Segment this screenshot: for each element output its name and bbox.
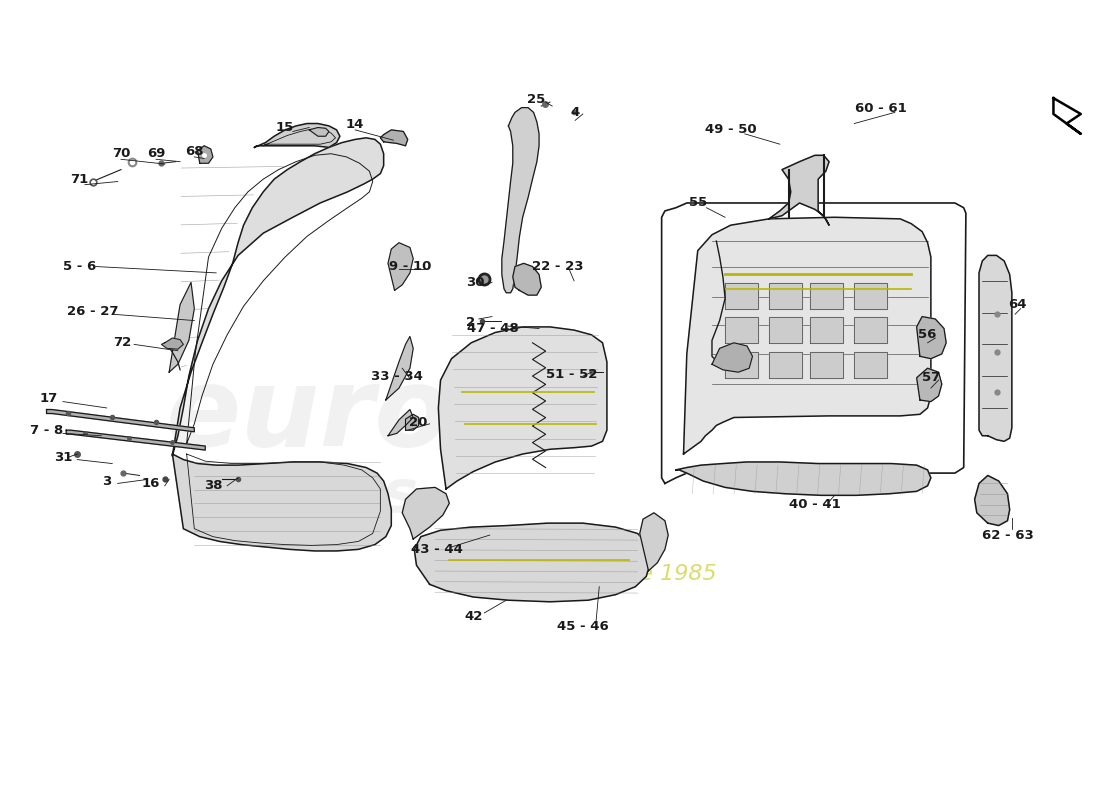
Text: 70: 70 <box>112 147 130 160</box>
Text: 30: 30 <box>466 276 485 289</box>
Polygon shape <box>769 283 802 309</box>
Polygon shape <box>769 318 802 342</box>
Text: spares: spares <box>200 467 419 524</box>
Text: 49 - 50: 49 - 50 <box>705 123 757 136</box>
Polygon shape <box>675 462 931 495</box>
Text: 14: 14 <box>346 118 364 131</box>
Polygon shape <box>769 352 802 378</box>
Text: 51 - 52: 51 - 52 <box>547 368 597 381</box>
Text: 4: 4 <box>571 106 580 119</box>
Polygon shape <box>502 108 539 293</box>
Polygon shape <box>388 242 414 290</box>
Text: 43 - 44: 43 - 44 <box>411 543 463 556</box>
Polygon shape <box>640 513 668 571</box>
Polygon shape <box>173 454 392 551</box>
Polygon shape <box>388 410 414 436</box>
Polygon shape <box>66 430 206 450</box>
Polygon shape <box>725 352 758 378</box>
Polygon shape <box>916 317 946 358</box>
Text: 69: 69 <box>146 147 165 160</box>
Polygon shape <box>725 283 758 309</box>
Text: a passion
for parts since 1985: a passion for parts since 1985 <box>493 542 716 585</box>
Text: 60 - 61: 60 - 61 <box>855 102 906 115</box>
Text: 55: 55 <box>689 197 707 210</box>
Polygon shape <box>381 130 408 146</box>
Text: 25: 25 <box>527 93 544 106</box>
Text: 16: 16 <box>141 477 160 490</box>
Polygon shape <box>811 283 844 309</box>
Text: 71: 71 <box>70 173 88 186</box>
Text: 57: 57 <box>922 371 940 384</box>
Polygon shape <box>811 318 844 342</box>
Polygon shape <box>513 263 541 295</box>
Polygon shape <box>309 127 329 136</box>
Polygon shape <box>855 352 887 378</box>
Text: 2: 2 <box>465 316 475 329</box>
Polygon shape <box>769 155 829 226</box>
Polygon shape <box>683 218 931 454</box>
Polygon shape <box>162 338 184 349</box>
Polygon shape <box>254 123 340 147</box>
Text: 33 - 34: 33 - 34 <box>371 370 422 382</box>
Text: 45 - 46: 45 - 46 <box>557 620 608 633</box>
Polygon shape <box>725 318 758 342</box>
Text: 42: 42 <box>464 610 483 623</box>
Polygon shape <box>979 255 1012 442</box>
Polygon shape <box>415 523 651 602</box>
Text: 9 - 10: 9 - 10 <box>388 260 431 273</box>
Text: euro: euro <box>166 362 452 470</box>
Text: 5 - 6: 5 - 6 <box>63 260 96 273</box>
Text: 20: 20 <box>409 416 428 429</box>
Text: 15: 15 <box>276 121 295 134</box>
Text: 72: 72 <box>113 335 131 349</box>
Polygon shape <box>386 337 414 400</box>
Text: 68: 68 <box>185 145 204 158</box>
Polygon shape <box>712 342 752 372</box>
Polygon shape <box>855 283 887 309</box>
Text: 40 - 41: 40 - 41 <box>789 498 840 511</box>
Text: 38: 38 <box>204 479 222 492</box>
Text: 31: 31 <box>54 450 73 464</box>
Text: 56: 56 <box>918 328 937 342</box>
Polygon shape <box>916 368 942 402</box>
Polygon shape <box>439 327 607 489</box>
Text: 26 - 27: 26 - 27 <box>67 305 119 318</box>
Polygon shape <box>975 475 1010 526</box>
Polygon shape <box>198 146 213 163</box>
Polygon shape <box>403 487 449 539</box>
Text: 22 - 23: 22 - 23 <box>532 260 583 273</box>
Polygon shape <box>855 318 887 342</box>
Text: 47 - 48: 47 - 48 <box>468 322 519 335</box>
Polygon shape <box>169 282 195 372</box>
Polygon shape <box>173 138 384 456</box>
Text: 64: 64 <box>1008 298 1026 311</box>
Text: 3: 3 <box>102 474 111 487</box>
Polygon shape <box>406 414 419 430</box>
Text: 17: 17 <box>40 392 58 405</box>
Polygon shape <box>811 352 844 378</box>
Text: 62 - 63: 62 - 63 <box>981 529 1033 542</box>
Text: 7 - 8: 7 - 8 <box>30 424 63 437</box>
Polygon shape <box>1054 98 1081 134</box>
Polygon shape <box>46 410 195 432</box>
